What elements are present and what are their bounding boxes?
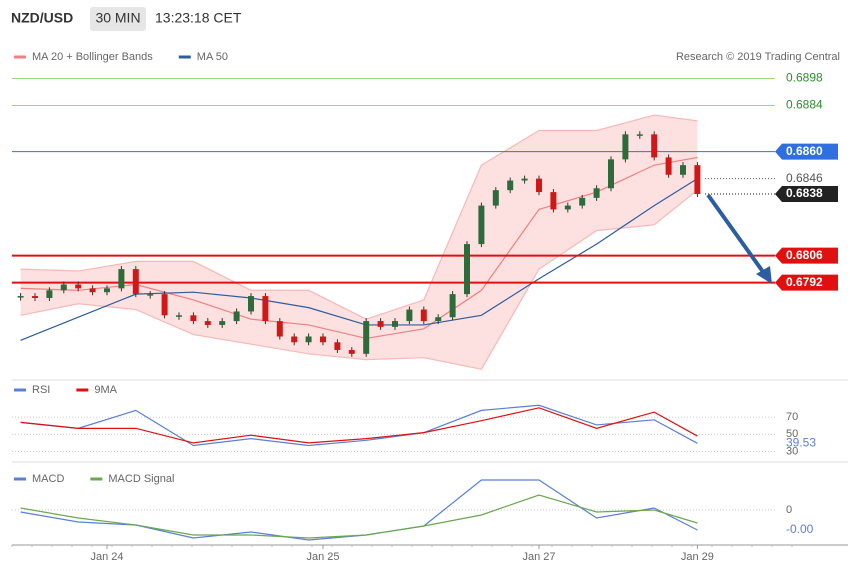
candle bbox=[550, 192, 557, 210]
y-tick-label: 70 bbox=[786, 411, 798, 423]
bollinger-band bbox=[20, 115, 698, 370]
candle bbox=[377, 321, 384, 327]
candle bbox=[219, 321, 226, 325]
candle bbox=[118, 269, 125, 289]
candle bbox=[449, 294, 456, 318]
candle bbox=[204, 321, 211, 325]
candle bbox=[276, 321, 283, 337]
candle bbox=[694, 165, 701, 195]
current-value: -0.00 bbox=[786, 522, 814, 536]
candle bbox=[536, 178, 542, 193]
y-tick-label: 0 bbox=[786, 504, 792, 516]
candle bbox=[248, 296, 254, 312]
candle bbox=[636, 134, 643, 136]
line bbox=[20, 189, 698, 370]
legend-label: MACD bbox=[32, 473, 64, 485]
candle bbox=[233, 311, 240, 322]
candle bbox=[622, 134, 629, 160]
candle bbox=[593, 188, 600, 198]
candle bbox=[435, 317, 442, 322]
candle bbox=[507, 180, 514, 191]
candle bbox=[46, 290, 53, 298]
candle bbox=[291, 336, 298, 343]
line bbox=[20, 404, 698, 447]
candle bbox=[320, 336, 326, 343]
time: 13:23:18 CET bbox=[155, 10, 242, 26]
forecast-arrow bbox=[706, 193, 768, 278]
candle bbox=[104, 288, 110, 293]
line bbox=[20, 407, 698, 444]
candle bbox=[176, 315, 182, 317]
legend-label: MACD Signal bbox=[108, 473, 174, 485]
candle bbox=[420, 309, 427, 322]
candle bbox=[75, 284, 82, 289]
level-box bbox=[775, 186, 838, 203]
current-value: 39.53 bbox=[786, 435, 816, 449]
level-label: 0.6884 bbox=[786, 98, 823, 112]
legend-label: MA 20 + Bollinger Bands bbox=[32, 51, 153, 63]
candle bbox=[305, 336, 312, 343]
candle bbox=[492, 190, 499, 206]
candle bbox=[564, 205, 571, 210]
level-box bbox=[775, 143, 838, 160]
level-label: 0.6898 bbox=[786, 71, 823, 85]
level-label: 0.6860 bbox=[786, 144, 823, 158]
level-label: 0.6838 bbox=[786, 186, 823, 200]
credit: Research © 2019 Trading Central bbox=[676, 51, 840, 63]
candle bbox=[363, 321, 370, 354]
level-label: 0.6846 bbox=[786, 171, 823, 185]
candle bbox=[680, 165, 686, 175]
candle bbox=[406, 309, 413, 322]
interval-box[interactable] bbox=[90, 7, 146, 31]
level-label: 0.6792 bbox=[786, 275, 823, 289]
candle bbox=[521, 178, 528, 181]
interval[interactable]: 30 MIN bbox=[95, 10, 140, 26]
candle bbox=[464, 244, 470, 295]
arrow-head bbox=[756, 266, 772, 284]
candle bbox=[665, 157, 672, 175]
plot: MA 20 + Bollinger Bands MA 50 0.6898 0.6884… bbox=[11, 51, 838, 563]
x-tick-label: Jan 24 bbox=[90, 551, 123, 563]
x-tick-label: Jan 27 bbox=[522, 551, 555, 563]
candle bbox=[334, 342, 341, 350]
y-tick-label: 50 bbox=[786, 428, 798, 440]
candle bbox=[60, 284, 67, 291]
legend-label: MA 50 bbox=[197, 51, 228, 63]
candle bbox=[348, 349, 355, 354]
x-tick-label: Jan 29 bbox=[681, 551, 714, 563]
candle bbox=[132, 269, 139, 295]
candle bbox=[190, 315, 197, 322]
candle bbox=[608, 159, 614, 189]
candle bbox=[32, 296, 38, 298]
legend-label: 9MA bbox=[94, 384, 117, 396]
candle bbox=[89, 288, 96, 293]
candle bbox=[147, 294, 154, 296]
level-label: 0.6806 bbox=[786, 248, 823, 262]
candle bbox=[478, 205, 485, 245]
legend-label: RSI bbox=[32, 384, 50, 396]
candle bbox=[579, 197, 586, 206]
candle bbox=[392, 321, 398, 327]
level-box bbox=[775, 247, 838, 264]
symbol: NZD/USD bbox=[11, 10, 73, 26]
y-tick-label: 30 bbox=[786, 445, 798, 457]
candle bbox=[17, 296, 24, 298]
candle bbox=[651, 134, 658, 158]
line bbox=[20, 494, 698, 539]
level-box bbox=[775, 274, 838, 291]
candle bbox=[262, 296, 269, 322]
candle bbox=[161, 294, 168, 316]
x-tick-label: Jan 25 bbox=[306, 551, 339, 563]
